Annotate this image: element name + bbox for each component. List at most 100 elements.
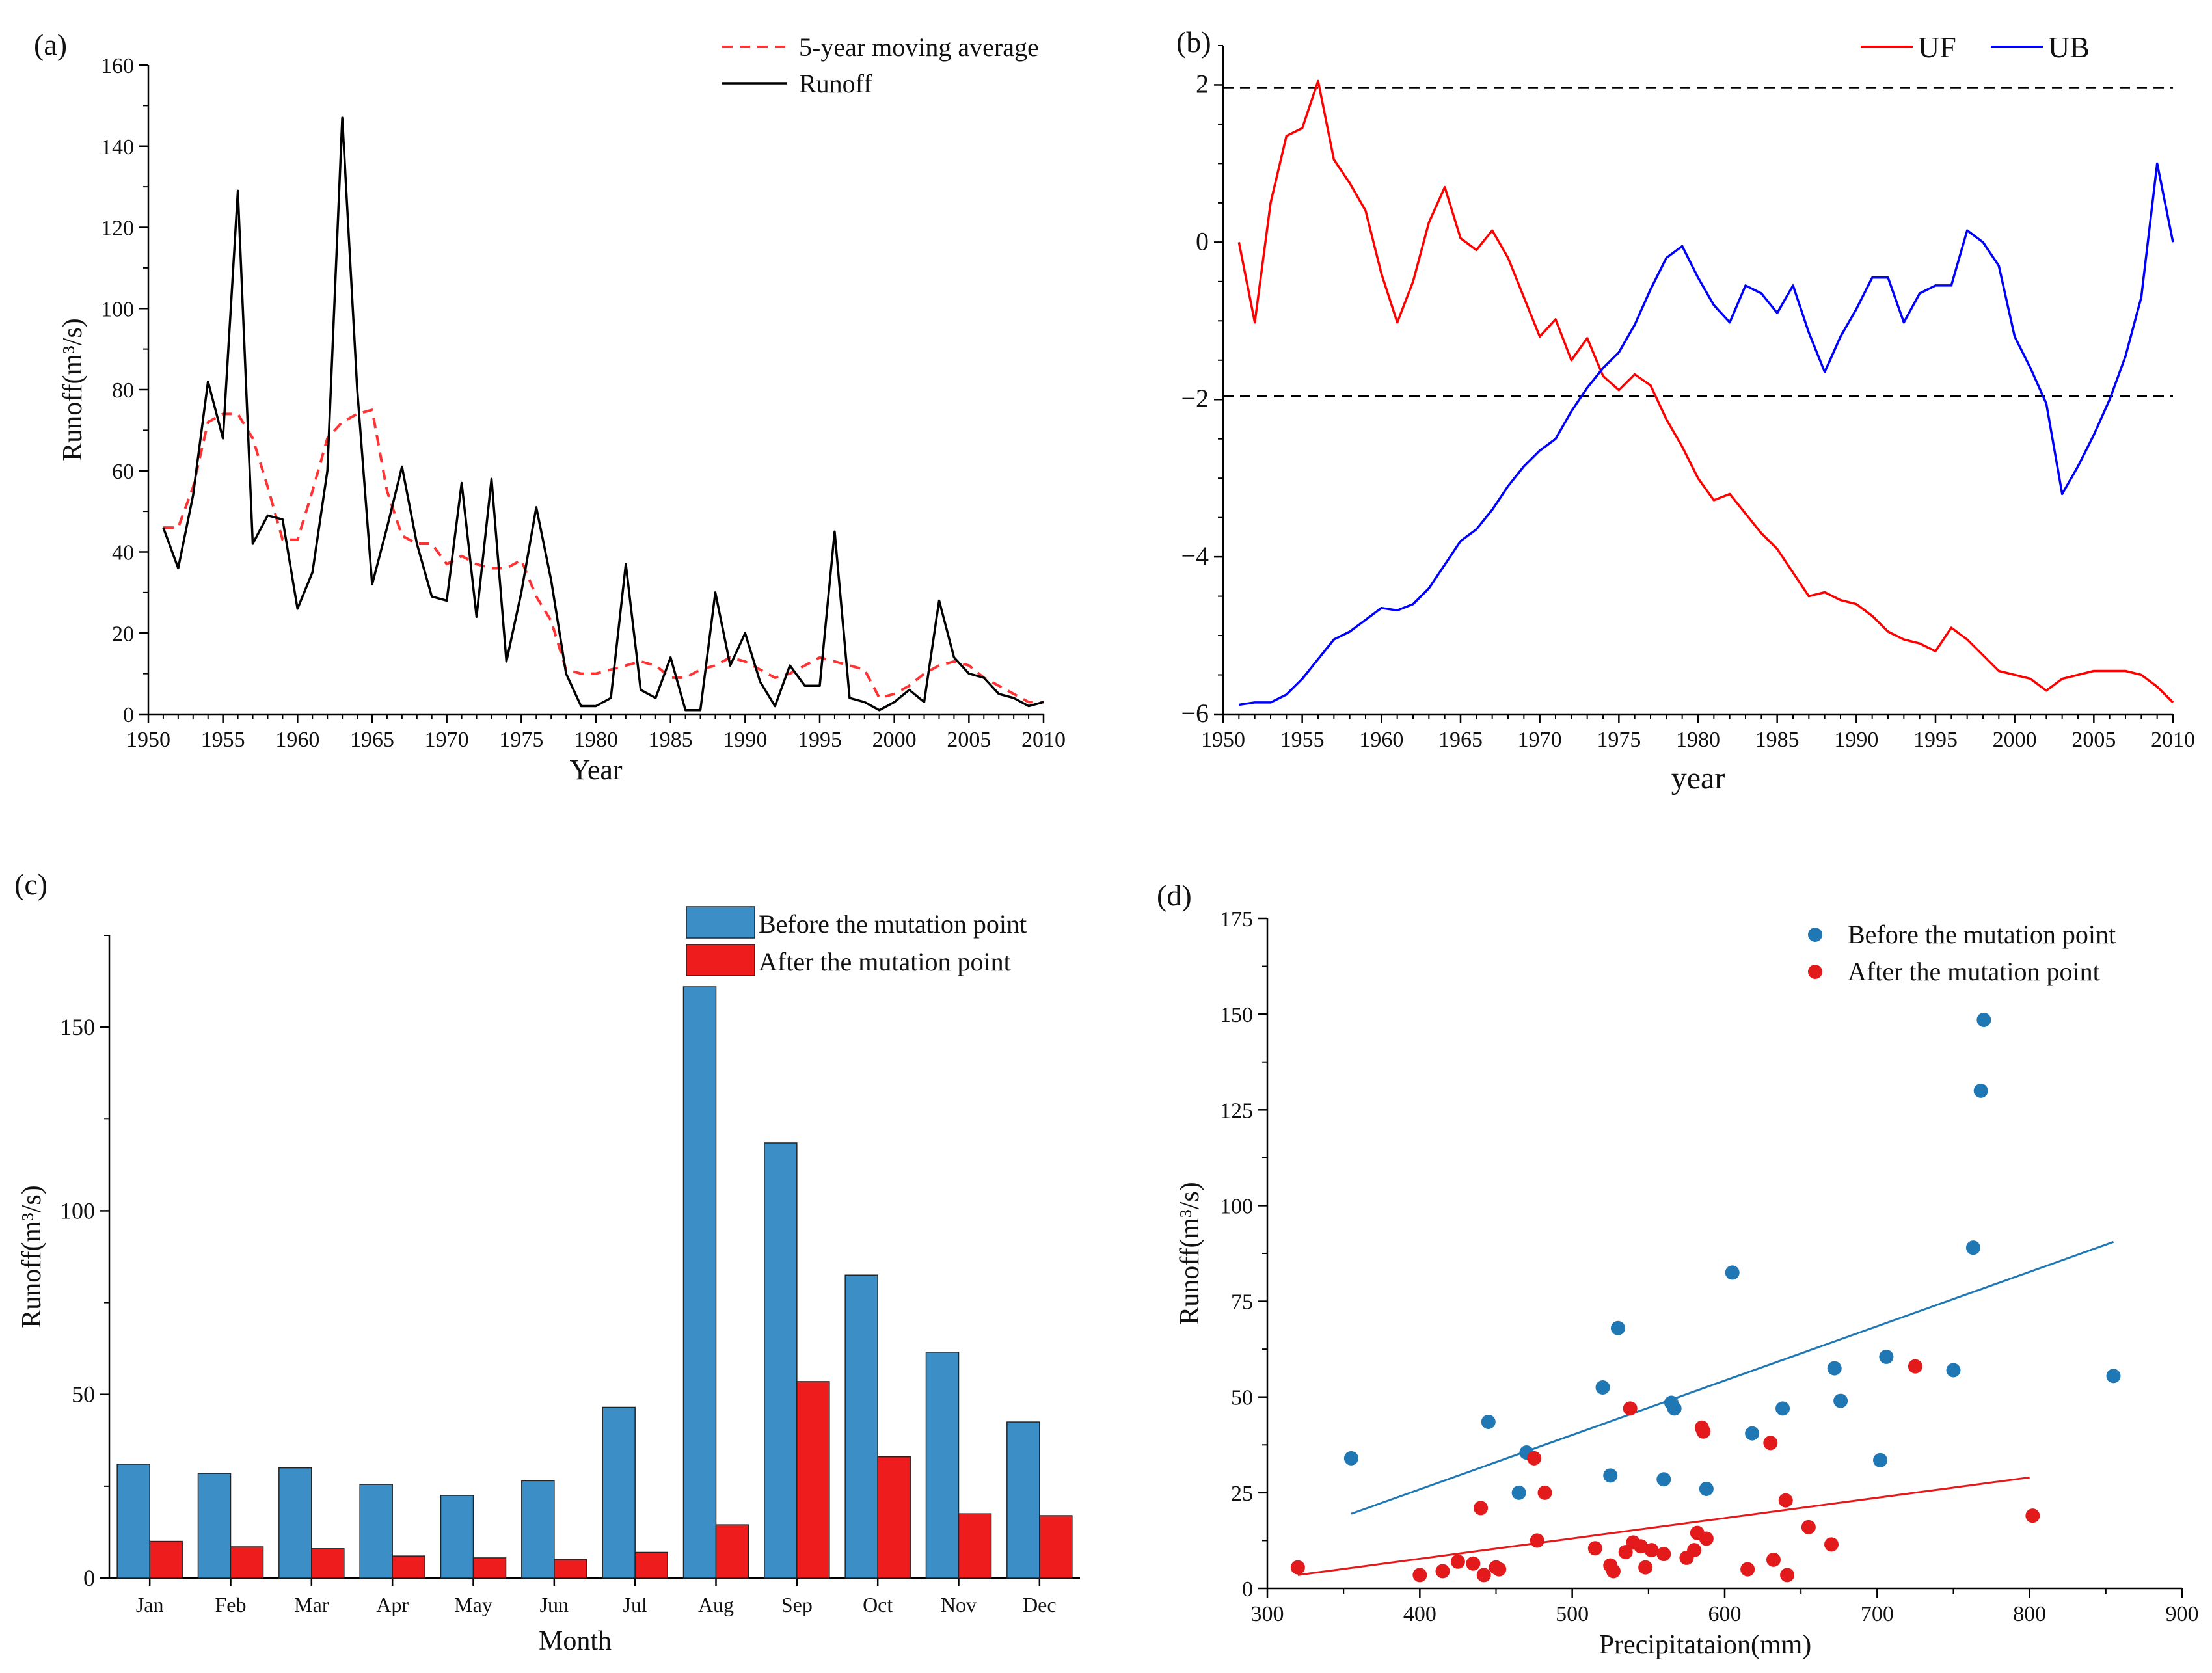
panel-d: (d) 300 400 500 600 700 800 900 0 25 50 75 100 125 150… bbox=[1157, 879, 2199, 1660]
x-tick-label: 1960 bbox=[275, 728, 319, 752]
x-tick-label: 900 bbox=[2166, 1602, 2199, 1626]
x-tick-label: 1955 bbox=[1280, 728, 1325, 752]
y-tick-label: 175 bbox=[1220, 907, 1253, 931]
scatter-point-before bbox=[1595, 1380, 1610, 1395]
y-tick-label: 20 bbox=[112, 622, 134, 646]
series-line-moving-average bbox=[163, 408, 1044, 704]
trend-line-after bbox=[1297, 1476, 2030, 1576]
legend: Before the mutation point After the mutat… bbox=[1808, 920, 2116, 986]
scatter-point-after bbox=[1476, 1568, 1491, 1583]
bar-after bbox=[472, 1557, 507, 1579]
scatter-point-after bbox=[1435, 1564, 1450, 1579]
y-tick-label: 0 bbox=[83, 1565, 95, 1591]
y-tick-label: 100 bbox=[1220, 1194, 1253, 1218]
scatter-point-after bbox=[1801, 1519, 1816, 1534]
scatter-point-after bbox=[1450, 1554, 1465, 1569]
scatter-point-after bbox=[1780, 1568, 1795, 1583]
panel-b: (b) 1950 1955 1960 1965 1970 1975 1980 1985 1990 1… bbox=[1176, 25, 2195, 796]
x-tick-label: Nov bbox=[941, 1593, 977, 1616]
scatter-point-after bbox=[1290, 1560, 1305, 1575]
series-line-ub bbox=[1239, 162, 2174, 706]
scatter-point-after bbox=[1644, 1543, 1659, 1558]
bar-after bbox=[149, 1540, 183, 1579]
x-tick-label: 600 bbox=[1708, 1602, 1742, 1626]
y-tick-label: −2 bbox=[1181, 384, 1209, 413]
x-tick-label: Feb bbox=[215, 1593, 247, 1616]
bar-after bbox=[392, 1555, 425, 1579]
scatter-point-before bbox=[1973, 1083, 1988, 1098]
y-tick-label: 100 bbox=[60, 1198, 95, 1224]
x-axis-title: year bbox=[1671, 761, 1725, 796]
legend-swatch-after bbox=[1808, 965, 1822, 979]
x-tick-label: Sep bbox=[781, 1593, 813, 1616]
x-axis-title: Year bbox=[569, 754, 622, 786]
y-tick-label: 160 bbox=[101, 54, 134, 78]
scatter-point-after bbox=[1537, 1485, 1552, 1500]
scatter-point-before bbox=[1603, 1468, 1618, 1483]
x-tick-label: 2000 bbox=[872, 728, 917, 752]
x-tick-label: May bbox=[454, 1593, 492, 1616]
legend-label-runoff: Runoff bbox=[799, 69, 872, 98]
legend-label-before: Before the mutation point bbox=[1848, 920, 2116, 949]
x-tick-label: 500 bbox=[1556, 1602, 1589, 1626]
y-tick-label: 0 bbox=[1242, 1577, 1253, 1601]
x-tick-label: 2005 bbox=[2071, 728, 2116, 752]
x-tick-label: 1970 bbox=[425, 728, 469, 752]
panel-label: (a) bbox=[34, 28, 67, 61]
y-tick-label: 0 bbox=[1196, 226, 1209, 256]
scatter-point-before bbox=[1725, 1265, 1740, 1280]
scatter-point-after bbox=[1412, 1568, 1427, 1583]
scatter-point-after bbox=[1696, 1424, 1711, 1439]
x-tick-label: 1970 bbox=[1518, 728, 1562, 752]
scatter-point-after bbox=[1778, 1493, 1793, 1508]
scatter-point-after bbox=[1527, 1451, 1542, 1466]
scatter-point-after bbox=[1466, 1556, 1481, 1571]
legend-label-moving-average: 5-year moving average bbox=[799, 33, 1039, 62]
x-tick-label: Jan bbox=[136, 1593, 164, 1616]
scatter-point-after bbox=[1587, 1541, 1602, 1556]
bar-after bbox=[877, 1456, 911, 1579]
scatter-point-before bbox=[1873, 1452, 1888, 1467]
y-tick-label: 150 bbox=[1220, 1003, 1253, 1027]
panel-label: (d) bbox=[1157, 879, 1192, 912]
x-tick-label: Dec bbox=[1023, 1593, 1057, 1616]
y-axis-title: Runoff(m³/s) bbox=[58, 318, 88, 461]
x-tick-label: 1955 bbox=[201, 728, 245, 752]
x-tick-label: 1965 bbox=[350, 728, 394, 752]
scatter-point-before bbox=[1667, 1401, 1682, 1416]
panel-label: (c) bbox=[14, 868, 47, 901]
x-tick-label: 2005 bbox=[947, 728, 991, 752]
bar-before bbox=[116, 1464, 150, 1579]
x-tick-label: 1990 bbox=[1834, 728, 1878, 752]
scatter-point-before bbox=[1879, 1349, 1894, 1364]
series-line-runoff bbox=[162, 116, 1044, 712]
legend-swatch-before bbox=[686, 906, 755, 939]
y-tick-label: 140 bbox=[101, 135, 134, 159]
bar-before bbox=[1006, 1421, 1040, 1579]
scatter-point-before bbox=[1699, 1481, 1714, 1496]
y-axis-title: Runoff(m³/s) bbox=[1175, 1182, 1205, 1324]
y-tick-label: 120 bbox=[101, 217, 134, 241]
legend: 5-year moving average Runoff bbox=[722, 33, 1039, 98]
x-tick-label: 800 bbox=[2013, 1602, 2046, 1626]
x-tick-label: 1950 bbox=[126, 728, 170, 752]
panel-a: (a) 1950 1955 1960 1965 1970 1975 1980 1985 1990 1… bbox=[34, 28, 1066, 786]
y-tick-label: 25 bbox=[1231, 1482, 1253, 1506]
legend-label-ub: UB bbox=[2048, 31, 2090, 64]
x-tick-label: 1975 bbox=[499, 728, 543, 752]
x-tick-label: Aug bbox=[698, 1593, 734, 1616]
scatter-point-after bbox=[1687, 1543, 1702, 1558]
x-tick-label: 1980 bbox=[1676, 728, 1720, 752]
y-tick-label: −6 bbox=[1181, 699, 1209, 728]
x-tick-label: 1980 bbox=[574, 728, 618, 752]
y-tick-label: 2 bbox=[1196, 69, 1209, 98]
bar-before bbox=[925, 1352, 960, 1579]
legend-label-uf: UF bbox=[1918, 31, 1956, 64]
scatter-point-after bbox=[2025, 1508, 2040, 1523]
bar-before bbox=[602, 1406, 636, 1579]
scatter-point-after bbox=[1606, 1564, 1621, 1579]
legend-label-after: After the mutation point bbox=[759, 947, 1011, 976]
scatter-point-after bbox=[1763, 1436, 1778, 1451]
scatter-point-after bbox=[1699, 1531, 1714, 1546]
bar-after bbox=[796, 1381, 830, 1579]
